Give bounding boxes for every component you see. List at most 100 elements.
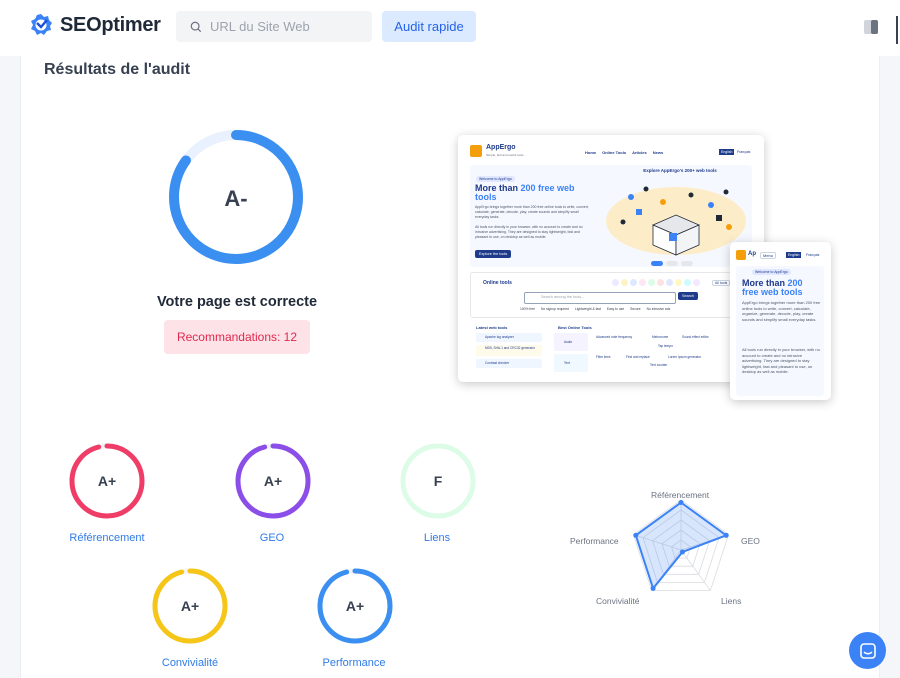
category-score-ring[interactable]: F <box>399 442 477 520</box>
preview-feature: Secure <box>630 307 641 311</box>
preview-nav-news: News <box>652 150 664 155</box>
radar-point <box>678 500 684 505</box>
overall-score-ring: A- <box>169 130 303 264</box>
ring-progress <box>317 568 393 644</box>
scroll-edge-divider <box>896 16 898 44</box>
category-radar-chart <box>632 499 730 591</box>
radar-label-performance: Performance <box>570 536 619 546</box>
apperg-logo-icon <box>470 145 482 157</box>
radar-axis-line <box>680 549 711 591</box>
preview-best-item: Audio <box>554 333 588 351</box>
preview-search-placeholder: Search among the tools... <box>541 295 585 299</box>
radar-point <box>679 549 685 555</box>
radar-grid-ring <box>642 509 720 583</box>
mobile-logo-icon <box>736 250 746 260</box>
panel-toggle-icon[interactable] <box>864 19 878 35</box>
preview-tool-link: Text counter <box>650 363 668 367</box>
category-grade: A+ <box>264 473 282 489</box>
preview-latest-label: MD5, SHA-1 and CRC32 generator <box>485 346 535 350</box>
seoptimer-logo[interactable]: SEOptimer <box>28 12 161 38</box>
preview-nav-home: Home <box>585 150 597 155</box>
preview-best-label: Audio <box>564 340 573 344</box>
preview-feature: 100% free <box>520 307 536 311</box>
preview-feature-list: 100% free No signup required Lightweight… <box>520 307 670 311</box>
page-title: Résultats de l'audit <box>44 61 191 78</box>
category-score-ring[interactable]: A+ <box>151 567 229 645</box>
recommendations-badge[interactable]: Recommandations: 12 <box>164 320 310 354</box>
preview-best-label: Text <box>564 361 570 365</box>
mobile-lang-en: English <box>786 252 802 258</box>
category-grade: A+ <box>98 473 116 489</box>
preview-tool-link: Filter lines <box>596 355 611 359</box>
preview-tool-link: Lorem Ipsum generator <box>668 355 702 359</box>
preview-feature: No intrusive ads <box>646 307 671 311</box>
preview-hero-part1: More than <box>475 183 521 193</box>
ring-progress <box>69 443 145 519</box>
category-grade: F <box>434 473 443 489</box>
logo-text: SEOptimer <box>60 13 161 36</box>
mobile-page-screenshot: Ap Menu English Français Welcome to AppE… <box>730 242 831 400</box>
preview-latest-item: Contrast checker <box>476 359 542 368</box>
preview-category-chips <box>612 279 700 286</box>
preview-tools-illustration <box>606 186 746 256</box>
logo-gear-icon <box>31 14 52 35</box>
preview-lang-en: English <box>719 149 735 155</box>
radar-point <box>633 532 639 538</box>
preview-latest-title: Latest web tools <box>476 325 508 330</box>
preview-latest-label: Contrast checker <box>485 361 510 365</box>
mobile-hero-desc2: All tools run directly in your browser, … <box>742 347 820 374</box>
search-icon <box>190 21 202 32</box>
category-label[interactable]: Liens <box>423 532 451 544</box>
category-score-ring[interactable]: A+ <box>234 442 312 520</box>
chat-launcher-button[interactable] <box>849 632 886 669</box>
category-score-ring[interactable]: A+ <box>68 442 146 520</box>
mobile-hero-highlight: 200 <box>787 278 803 288</box>
preview-all-tools: All tools <box>712 280 731 286</box>
category-label[interactable]: GEO <box>259 532 285 544</box>
mobile-lang-fr: Français <box>806 253 820 257</box>
preview-tool-link: Sound effect editor <box>682 335 709 339</box>
preview-nav-tools: Online Tools <box>602 150 627 155</box>
ring-progress <box>152 568 228 644</box>
preview-tool-link: Find and replace <box>626 355 650 359</box>
category-score-ring[interactable]: A+ <box>316 567 394 645</box>
preview-nav-articles: Articles <box>632 150 647 155</box>
preview-carousel-dots <box>651 261 693 266</box>
preview-best-item: Text <box>554 354 588 372</box>
preview-latest-item: MD5, SHA-1 and CRC32 generator <box>476 345 542 356</box>
preview-nav: Home Online Tools Articles News <box>585 150 663 155</box>
preview-tool-link: Tap tempo <box>658 344 673 348</box>
radar-score-area <box>634 501 729 591</box>
mobile-hero <box>736 266 824 396</box>
radar-axis-line <box>633 534 682 551</box>
preview-feature: No signup required <box>541 307 569 311</box>
preview-explore-title: Explore AppErgo's 200+ web tools <box>643 168 717 173</box>
preview-hero-title: More than 200 free web tools <box>475 184 585 202</box>
category-grade: A+ <box>346 598 364 614</box>
mobile-menu-button: Menu <box>760 252 777 259</box>
preview-feature: Easy to use <box>606 307 625 311</box>
url-search-box[interactable] <box>176 11 372 42</box>
ring-track <box>400 443 476 519</box>
url-input[interactable] <box>208 18 372 35</box>
preview-hero-highlight: 200 free web <box>520 183 575 193</box>
quick-audit-button[interactable]: Audit rapide <box>382 11 476 42</box>
ring-progress <box>235 443 311 519</box>
category-label[interactable]: Convivialité <box>161 657 219 669</box>
preview-lang-fr: Français <box>737 150 751 154</box>
preview-hero-desc: AppErgo brings together more than 200 fr… <box>475 205 589 219</box>
mobile-hero-part1: More than <box>742 278 788 288</box>
radar-grid-ring <box>652 519 710 575</box>
category-label[interactable]: Référencement <box>69 532 145 544</box>
radar-grid-ring <box>632 499 730 591</box>
category-label[interactable]: Performance <box>322 657 386 669</box>
preview-online-tools: Online tools <box>483 280 512 286</box>
preview-tool-link: Metronome <box>652 335 669 339</box>
radar-grid-ring <box>661 529 701 567</box>
preview-search-field: Search among the tools... <box>524 292 676 304</box>
preview-badge: Welcome to AppErgo <box>476 176 515 182</box>
preview-tagline: Simple, fast and useful tools <box>486 153 524 157</box>
radar-label-convivialite: Convivialité <box>596 596 640 606</box>
verdict-text: Votre page est correcte <box>156 294 318 310</box>
mobile-brand: Ap <box>748 251 756 257</box>
